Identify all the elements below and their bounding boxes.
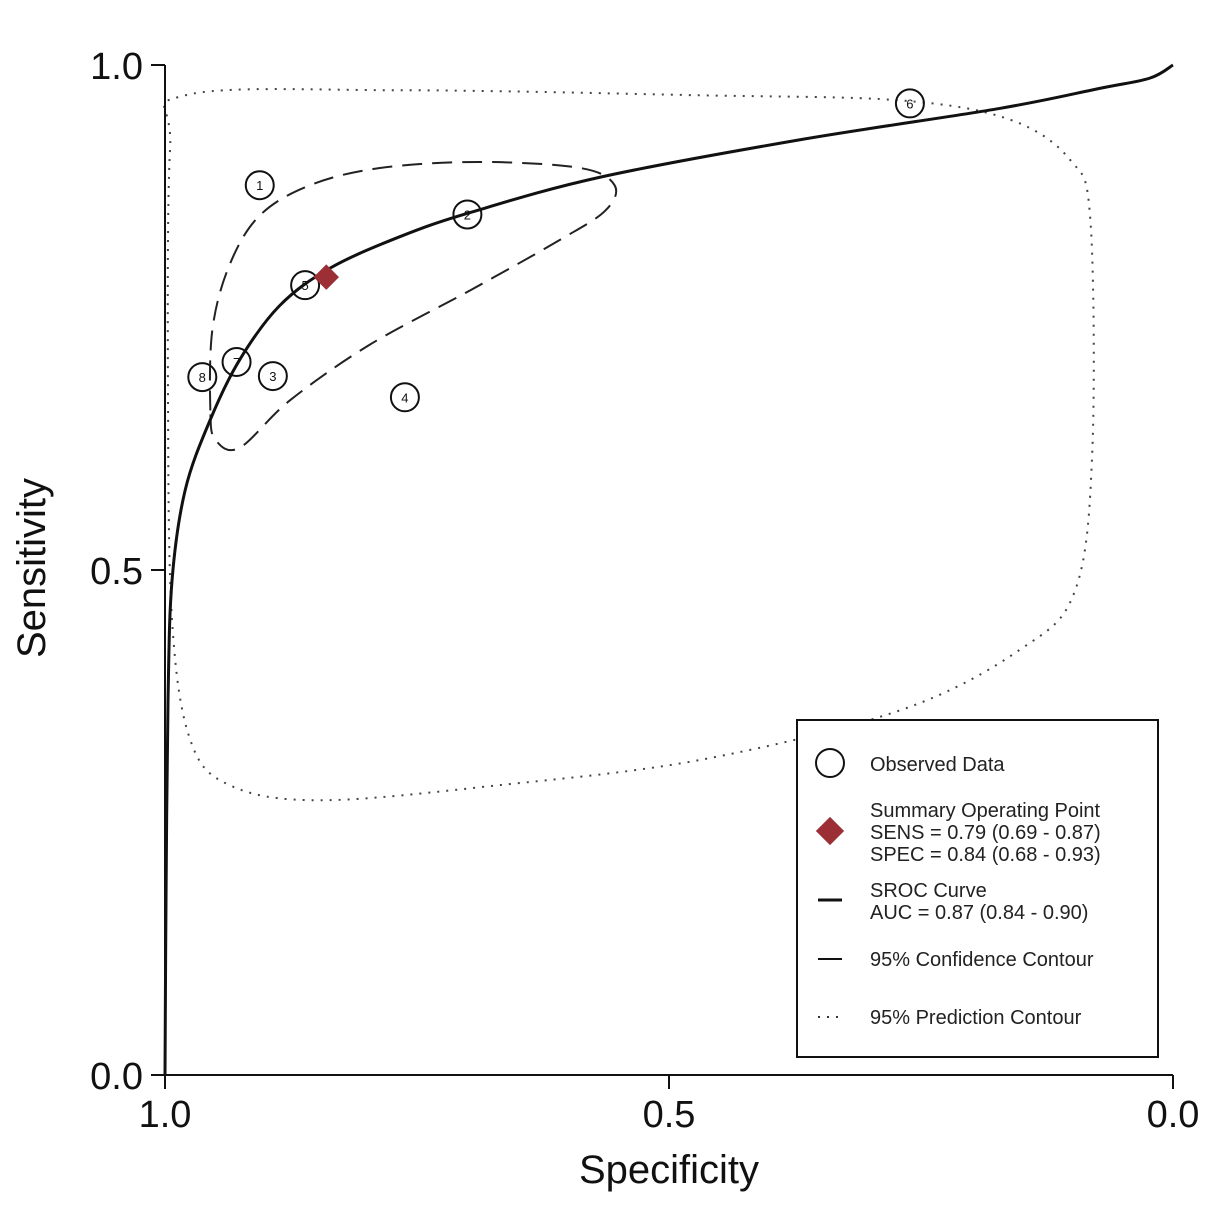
observed-point: 7 [221, 346, 252, 377]
observed-marker [187, 362, 218, 393]
observed-point: 5 [290, 270, 321, 301]
legend-confidence: 95% Confidence Contour [870, 949, 1094, 971]
legend-summary-title: Summary Operating Point [870, 800, 1101, 822]
prediction-contour [163, 88, 1095, 802]
observed-point: 8 [187, 362, 218, 393]
observed-marker [894, 88, 925, 119]
x-axis-title: Specificity [579, 1148, 759, 1192]
observed-label: 6 [906, 96, 913, 111]
observed-marker [221, 346, 252, 377]
legend-box [796, 719, 1159, 1058]
confidence-contour [208, 160, 618, 452]
observed-marker [389, 382, 420, 413]
observed-marker [452, 199, 483, 230]
y-axis-title: Sensitivity [10, 478, 54, 658]
observed-marker [257, 361, 288, 392]
observed-label: 4 [401, 390, 408, 405]
legend-sens: SENS = 0.79 (0.69 - 0.87) [870, 822, 1101, 844]
x-tick-label: 0.5 [643, 1094, 696, 1136]
observed-label: 3 [269, 369, 276, 384]
legend-summary-marker [815, 816, 845, 846]
observed-point: 2 [452, 199, 483, 230]
observed-point: 6 [894, 88, 925, 119]
observed-label: 5 [301, 278, 308, 293]
observed-label: 1 [256, 178, 263, 193]
observed-point: 4 [389, 382, 420, 413]
legend-sroc-title: SROC Curve [870, 880, 987, 902]
y-tick-label: 0.5 [90, 551, 143, 593]
x-tick-label: 1.0 [139, 1094, 192, 1136]
legend: Observed Data Summary Operating Point SE… [796, 719, 1159, 1058]
y-tick-label: 1.0 [90, 46, 143, 88]
axes: 1.0 0.5 0.0 0.0 0.5 1.0 Specificity Sensitivi… [10, 46, 1199, 1192]
summary-operating-point [313, 264, 340, 290]
y-tick-label: 0.0 [90, 1056, 143, 1098]
observed-label: 2 [464, 207, 471, 222]
observed-point: 1 [244, 170, 275, 201]
legend-auc: AUC = 0.87 (0.84 - 0.90) [870, 902, 1088, 924]
observed-marker [244, 170, 275, 201]
observed-label: 8 [199, 370, 206, 385]
legend-observed: Observed Data [870, 754, 1005, 776]
observed-point: 3 [257, 361, 288, 392]
legend-spec: SPEC = 0.84 (0.68 - 0.93) [870, 844, 1101, 866]
sroc-curve [163, 63, 1174, 1076]
x-tick-label: 0.0 [1147, 1094, 1200, 1136]
legend-observed-marker [815, 748, 845, 778]
observed-marker [290, 270, 321, 301]
observed-label: 7 [233, 355, 240, 370]
legend-prediction: 95% Prediction Contour [870, 1007, 1082, 1029]
